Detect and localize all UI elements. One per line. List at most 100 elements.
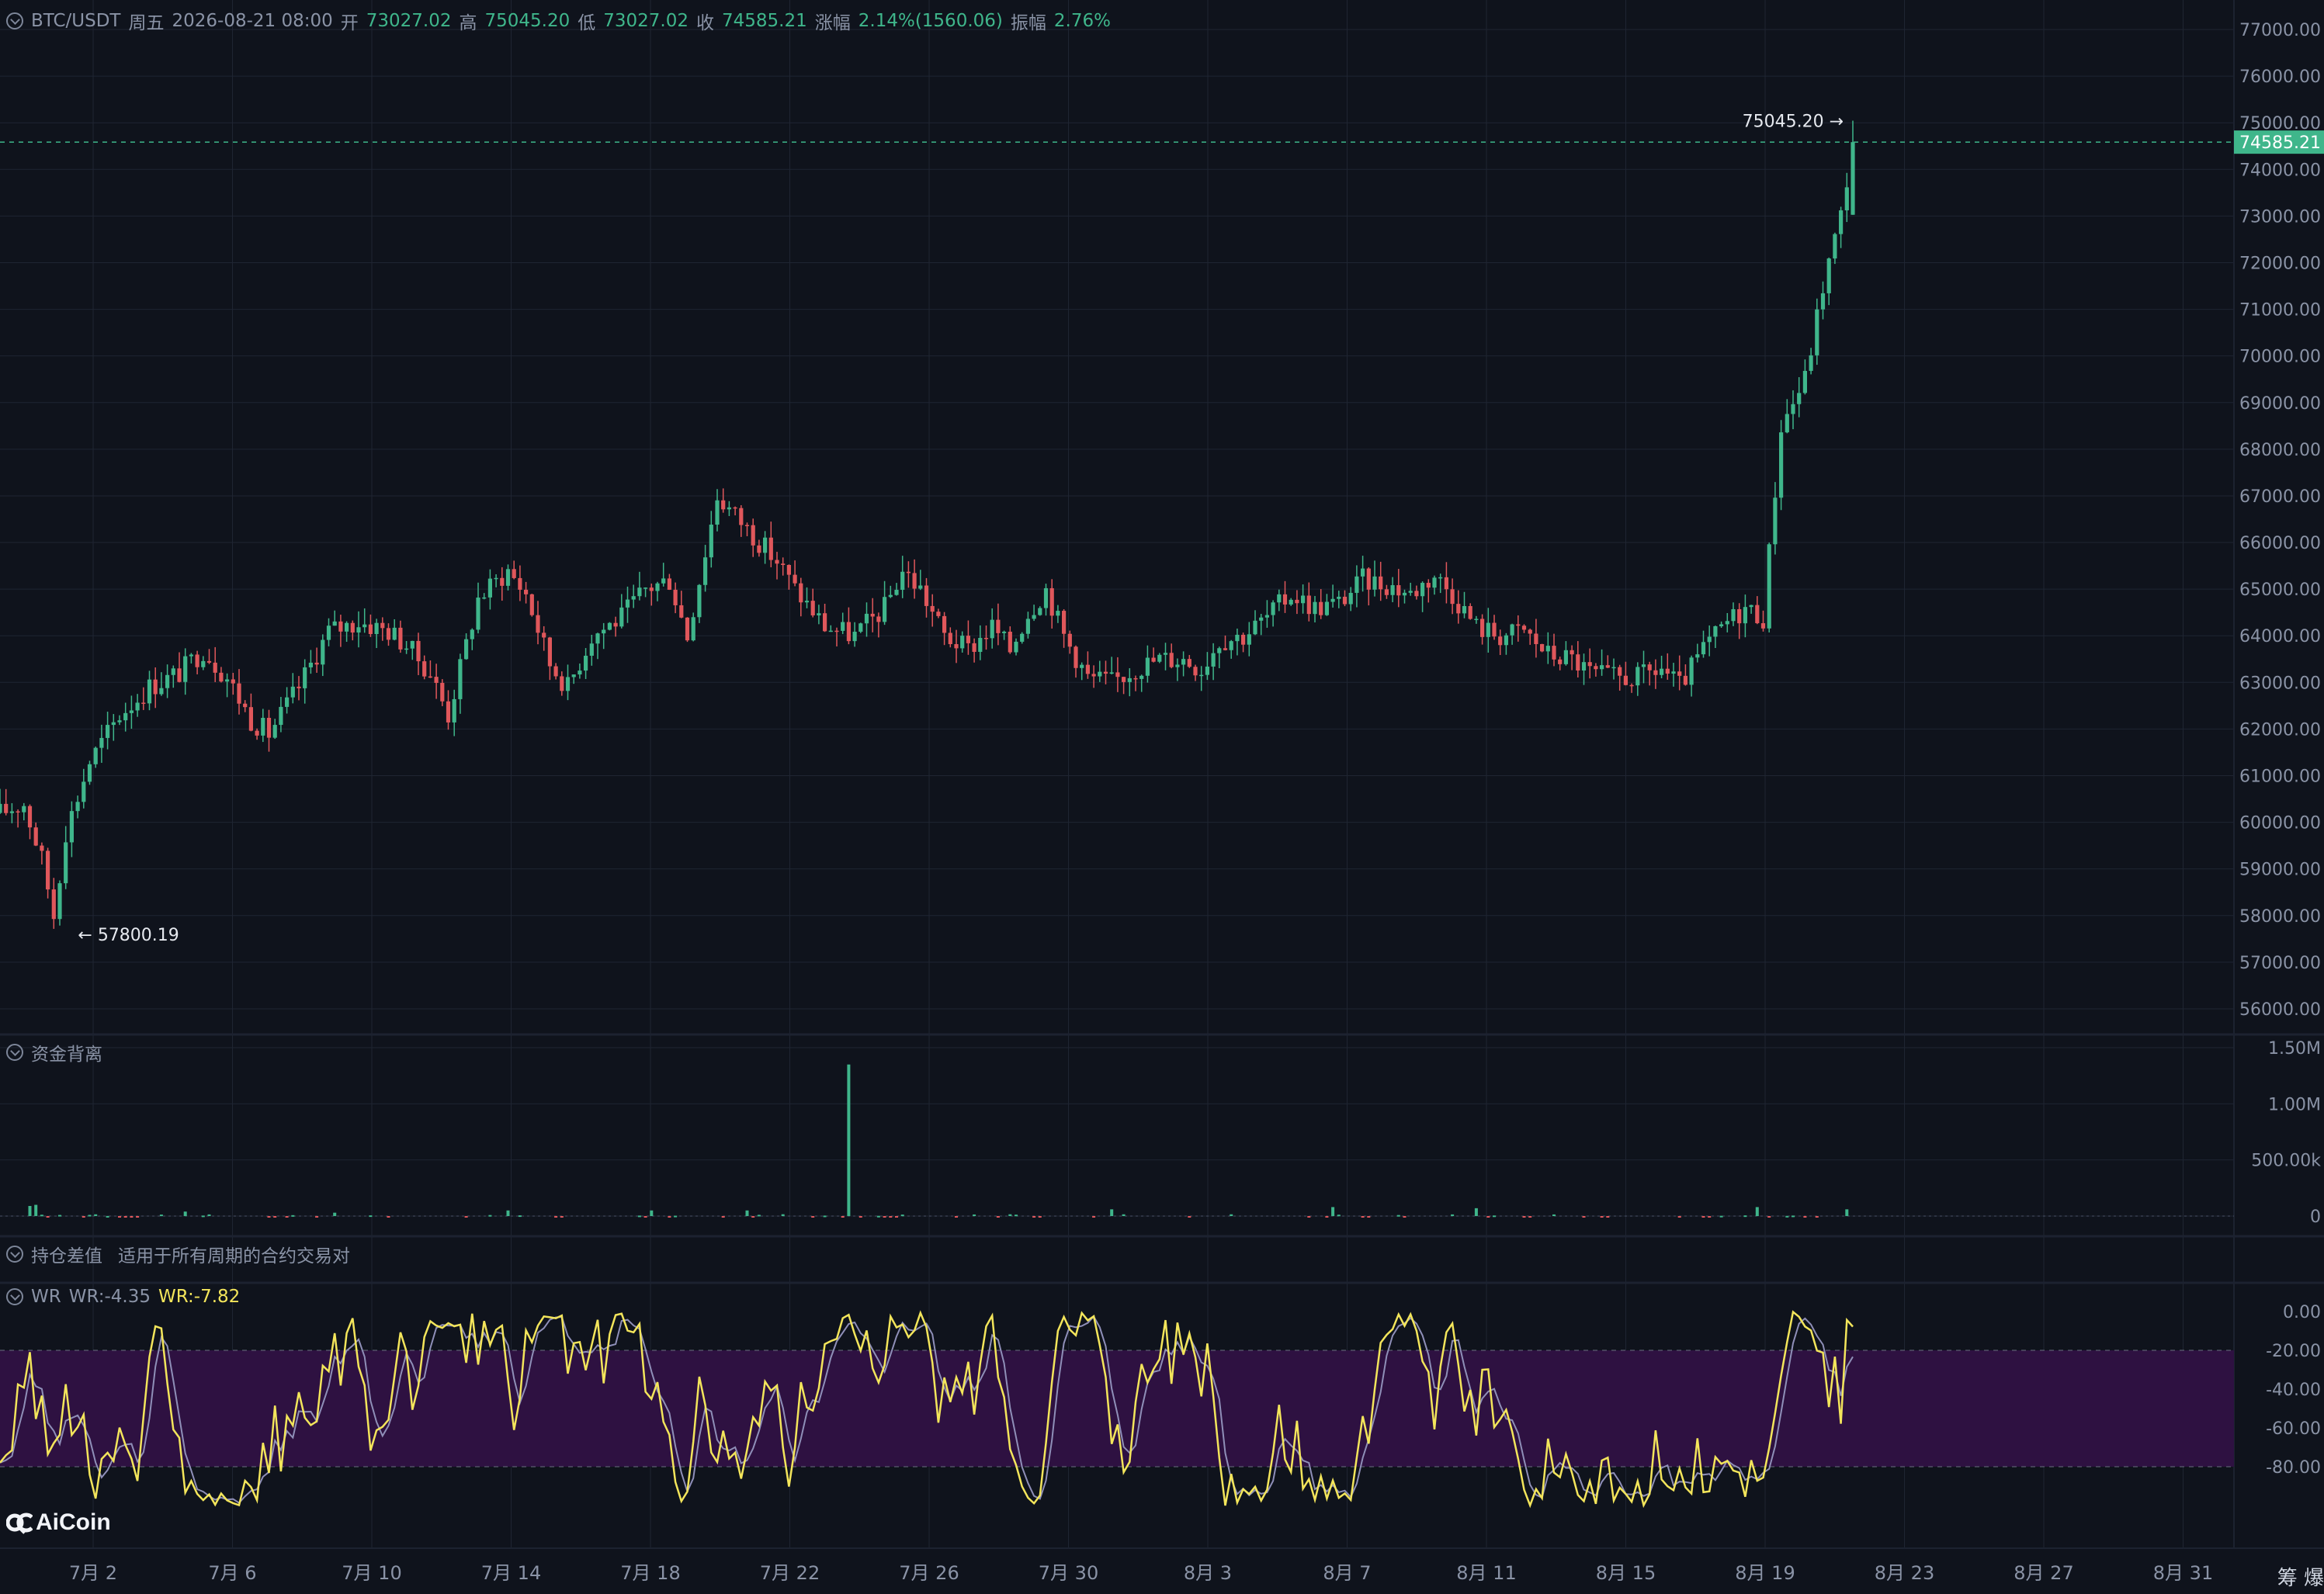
candle-body	[883, 597, 887, 622]
candle-body	[1085, 664, 1090, 674]
date-tick-label: 7月 26	[899, 1562, 959, 1584]
candle-body	[500, 577, 505, 586]
candle-body	[129, 710, 134, 713]
price-tick-label: 73000.00	[2239, 207, 2321, 227]
candle-body	[804, 601, 810, 603]
candle-body	[1791, 404, 1795, 414]
fund-bar	[1474, 1208, 1478, 1216]
candle-body	[231, 679, 235, 684]
fund-bar	[1767, 1216, 1771, 1218]
fund-bar	[1701, 1216, 1705, 1218]
price-tick-label: 66000.00	[2239, 534, 2321, 553]
collapse-chevron-icon[interactable]	[6, 1288, 23, 1305]
fund-bar	[201, 1215, 205, 1218]
date-tick-label: 8月 11	[1456, 1562, 1516, 1584]
collapse-chevron-icon[interactable]	[6, 12, 23, 29]
candle-body	[1767, 544, 1771, 629]
candle-body	[482, 597, 487, 599]
candle-body	[177, 668, 182, 682]
side-tab-labels[interactable]: 筹 爆	[2277, 1567, 2324, 1590]
candle-body	[1211, 653, 1216, 667]
candle-body	[1611, 667, 1616, 669]
candle-body	[368, 624, 373, 634]
candle-body	[314, 662, 319, 665]
candle-body	[721, 500, 726, 510]
candle-body	[1122, 677, 1126, 682]
fund-bar	[291, 1215, 295, 1217]
wr-tick-label: -60.00	[2266, 1419, 2321, 1439]
fund-bar	[973, 1214, 976, 1216]
candle-body	[1301, 595, 1306, 604]
candle-body	[213, 662, 217, 673]
candle-body	[625, 599, 630, 608]
fund-bar	[1008, 1214, 1012, 1216]
date-tick-label: 7月 22	[760, 1562, 820, 1584]
candle-body	[1169, 653, 1174, 667]
oi-diff-title[interactable]: 持仓差值	[31, 1246, 102, 1267]
candle-body	[458, 659, 463, 699]
fund-bar	[273, 1216, 277, 1218]
candle-body	[602, 629, 606, 634]
fund-bar	[955, 1216, 958, 1218]
candle-body	[1486, 622, 1490, 637]
price-tick-label: 68000.00	[2239, 441, 2321, 460]
candle-body	[768, 537, 773, 560]
wr-title[interactable]: WR	[31, 1287, 61, 1307]
candle-body	[972, 643, 976, 652]
candle-body	[1623, 675, 1628, 685]
candle-body	[631, 596, 636, 600]
candle-body	[434, 677, 439, 683]
fund-bar	[1337, 1215, 1341, 1217]
fund-bar	[895, 1216, 898, 1218]
price-tick-label: 67000.00	[2239, 487, 2321, 507]
high-label: 高	[459, 13, 477, 33]
candle-body	[1264, 615, 1269, 618]
candle-body	[757, 545, 761, 553]
fund-bar	[643, 1216, 647, 1218]
fund-bar	[876, 1215, 880, 1218]
candle-body	[1253, 620, 1257, 635]
fund-bar	[464, 1216, 468, 1218]
candle-body	[1103, 671, 1108, 674]
candle-body	[147, 679, 152, 704]
weekday: 周五	[128, 13, 165, 33]
date-tick-label: 8月 7	[1323, 1562, 1371, 1584]
symbol-name[interactable]: BTC/USDT	[31, 11, 121, 31]
fund-bar	[1708, 1216, 1712, 1218]
candle-body	[1755, 605, 1760, 624]
candle-body	[547, 637, 552, 667]
fund-bar	[889, 1216, 893, 1218]
candle-body	[171, 668, 175, 675]
fund-bar	[1325, 1216, 1329, 1218]
wr-value-2: WR:-7.82	[158, 1287, 241, 1307]
candle-body	[1438, 577, 1443, 579]
candle-body	[888, 594, 893, 598]
candle-body	[487, 578, 492, 598]
fund-bar	[847, 1064, 851, 1216]
fund-bar	[369, 1215, 373, 1218]
fund-bar	[1600, 1216, 1604, 1218]
collapse-chevron-icon[interactable]	[6, 1044, 23, 1061]
candle-body	[649, 587, 654, 591]
candle-body	[1337, 596, 1341, 599]
amplitude-value: 2.76%	[1053, 11, 1111, 31]
price-tick-label: 62000.00	[2239, 720, 2321, 740]
candle-body	[1181, 659, 1186, 665]
candle-body	[1563, 650, 1568, 664]
candle-body	[1713, 625, 1718, 637]
candle-body	[775, 560, 779, 564]
candle-body	[870, 613, 875, 617]
candle-body	[990, 619, 994, 639]
candle-body	[673, 589, 678, 605]
fund-divergence-title[interactable]: 资金背离	[31, 1045, 102, 1065]
fund-bar	[757, 1215, 761, 1217]
candle-body	[476, 597, 480, 630]
price-tick-label: 71000.00	[2239, 301, 2321, 321]
candle-body	[1080, 664, 1084, 668]
candle-body	[40, 845, 44, 851]
collapse-chevron-icon[interactable]	[6, 1246, 23, 1263]
candle-body	[266, 717, 272, 738]
wr-tick-label: -80.00	[2266, 1458, 2321, 1478]
